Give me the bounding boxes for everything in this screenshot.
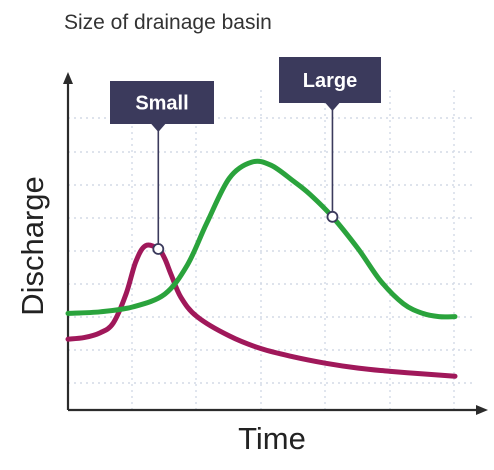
callout-box-small: [110, 81, 214, 124]
series-line-large: [65, 158, 458, 320]
callout-marker-large: [326, 210, 339, 223]
callout-label-large: Large: [303, 70, 357, 92]
callout-marker-small: [152, 243, 165, 255]
axes: [63, 72, 488, 415]
callout-pointer-small: [151, 124, 166, 132]
series: [65, 158, 458, 379]
callout-pointer-large: [325, 103, 340, 111]
x-axis-label: Time: [238, 421, 306, 456]
callout-box-large: [279, 57, 381, 103]
callouts: Small Large: [110, 57, 381, 255]
chart-title: Size of drainage basin: [64, 11, 272, 34]
grid: [68, 90, 475, 410]
y-axis-label: Discharge: [15, 176, 50, 316]
callout-label-small: Small: [135, 93, 188, 115]
y-axis-arrowhead: [63, 72, 73, 84]
x-axis-arrowhead: [476, 405, 488, 415]
